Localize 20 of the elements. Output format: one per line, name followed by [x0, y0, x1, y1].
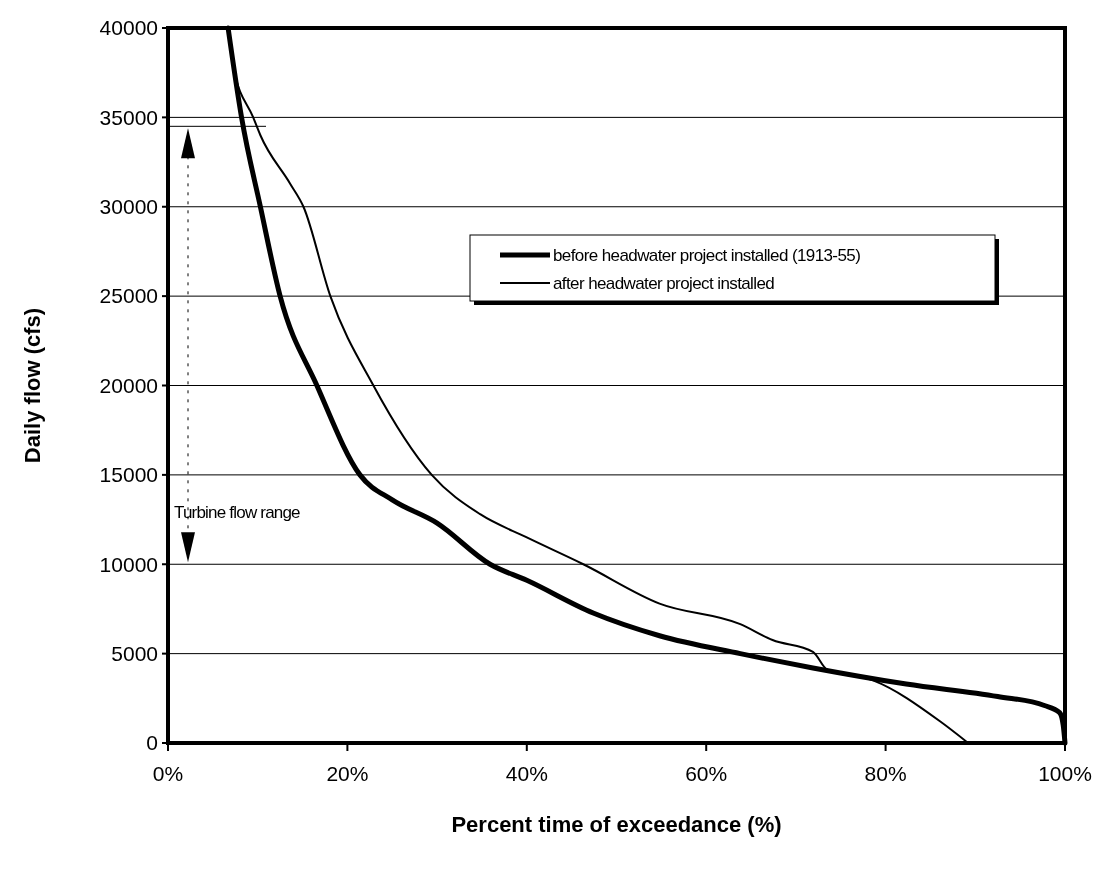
y-tick-label: 10000: [99, 552, 158, 576]
x-tick-label: 100%: [1038, 762, 1092, 785]
x-tick-label: 40%: [505, 762, 548, 785]
x-tick-label: 60%: [685, 762, 728, 785]
y-axis-title: Daily flow (cfs): [20, 307, 45, 464]
y-tick-label: 0: [146, 731, 158, 755]
y-tick-label: 15000: [99, 463, 158, 487]
y-tick-label: 5000: [111, 641, 158, 665]
y-tick-label: 40000: [99, 16, 158, 40]
legend-label: after headwater project installed: [553, 273, 775, 293]
y-tick-label: 25000: [99, 284, 158, 308]
x-tick-label: 20%: [326, 762, 369, 785]
legend-label: before headwater project installed (1913-55): [553, 245, 861, 265]
annotation: Turbine flow range: [174, 503, 301, 523]
y-tick-label: 30000: [99, 195, 158, 219]
y-tick-label: 20000: [99, 373, 158, 397]
y-tick-label: 35000: [99, 105, 158, 129]
x-axis-title: Percent time of exceedance (%): [451, 812, 782, 837]
x-tick-label: 80%: [864, 762, 907, 785]
x-tick-label: 0%: [152, 762, 184, 785]
